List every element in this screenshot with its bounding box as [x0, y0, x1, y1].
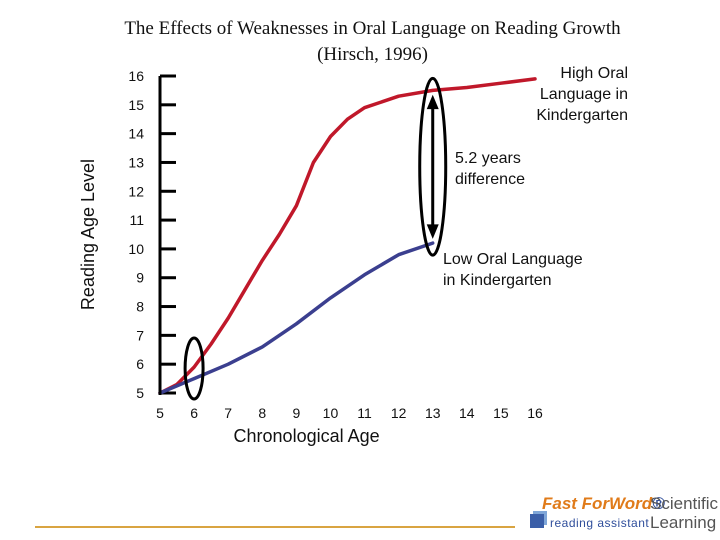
- y-tick-label: 6: [136, 356, 144, 372]
- y-tick-label: 5: [136, 385, 144, 401]
- chart-title-line-2: (Hirsch, 1996): [317, 44, 428, 65]
- x-tick-label: 5: [156, 405, 164, 421]
- y-tick-label: 13: [128, 154, 144, 170]
- low-oral-language-line: [158, 241, 435, 395]
- series-lines: [158, 77, 537, 395]
- x-tick-label: 12: [391, 405, 407, 421]
- y-tick-label: 16: [128, 68, 144, 84]
- y-tick-label: 7: [136, 327, 144, 343]
- x-axis-label: Chronological Age: [234, 426, 380, 446]
- x-tick-label: 9: [292, 405, 300, 421]
- footer-divider: [35, 526, 515, 528]
- y-tick-label: 14: [128, 126, 144, 142]
- x-tick-label: 7: [224, 405, 232, 421]
- x-tick-label: 14: [459, 405, 475, 421]
- x-tick-label: 6: [190, 405, 198, 421]
- x-tick-label: 13: [425, 405, 441, 421]
- fast-forword-text: Fast ForWord: [542, 494, 653, 513]
- arrow-up-icon: [426, 94, 439, 110]
- chart-title-line-1: The Effects of Weaknesses in Oral Langua…: [124, 18, 621, 39]
- y-axis-label: Reading Age Level: [78, 159, 98, 310]
- x-tick-label: 10: [323, 405, 339, 421]
- y-tick-label: 9: [136, 270, 144, 286]
- y-tick-label: 8: [136, 299, 144, 315]
- y-tick-label: 10: [128, 241, 144, 257]
- fast-forword-logo: Fast ForWord® reading assistant Scientif…: [528, 492, 718, 536]
- y-tick-label: 15: [128, 97, 144, 113]
- x-tick-label: 11: [357, 405, 372, 421]
- reading-assistant-text: reading assistant: [550, 516, 650, 530]
- x-tick-label: 16: [527, 405, 543, 421]
- y-axis-ticks: 5 6 7 8 9 10 11 12 13 14 15 16: [128, 68, 176, 401]
- x-tick-label: 15: [493, 405, 509, 421]
- high-oral-language-label: High Oral Language in Kindergarten: [536, 65, 628, 124]
- x-axis-ticks: 5 6 7 8 9 10 11 12 13 14 15 16: [156, 405, 543, 421]
- difference-ellipse: [418, 76, 448, 257]
- scientific-learning-logo-text: Scientific Learning: [650, 494, 719, 532]
- low-oral-language-label: Low Oral Language in Kindergarten: [443, 251, 583, 289]
- y-tick-label: 11: [129, 212, 144, 228]
- y-tick-label: 12: [128, 183, 144, 199]
- chart-annotations: High Oral Language in Kindergarten 5.2 year…: [183, 65, 628, 401]
- divergence-ellipse: [183, 336, 205, 401]
- cube-icon: [530, 514, 544, 528]
- difference-label: 5.2 years difference: [455, 150, 525, 188]
- x-tick-label: 8: [258, 405, 266, 421]
- high-oral-language-line: [158, 77, 537, 395]
- arrow-down-icon: [426, 224, 439, 239]
